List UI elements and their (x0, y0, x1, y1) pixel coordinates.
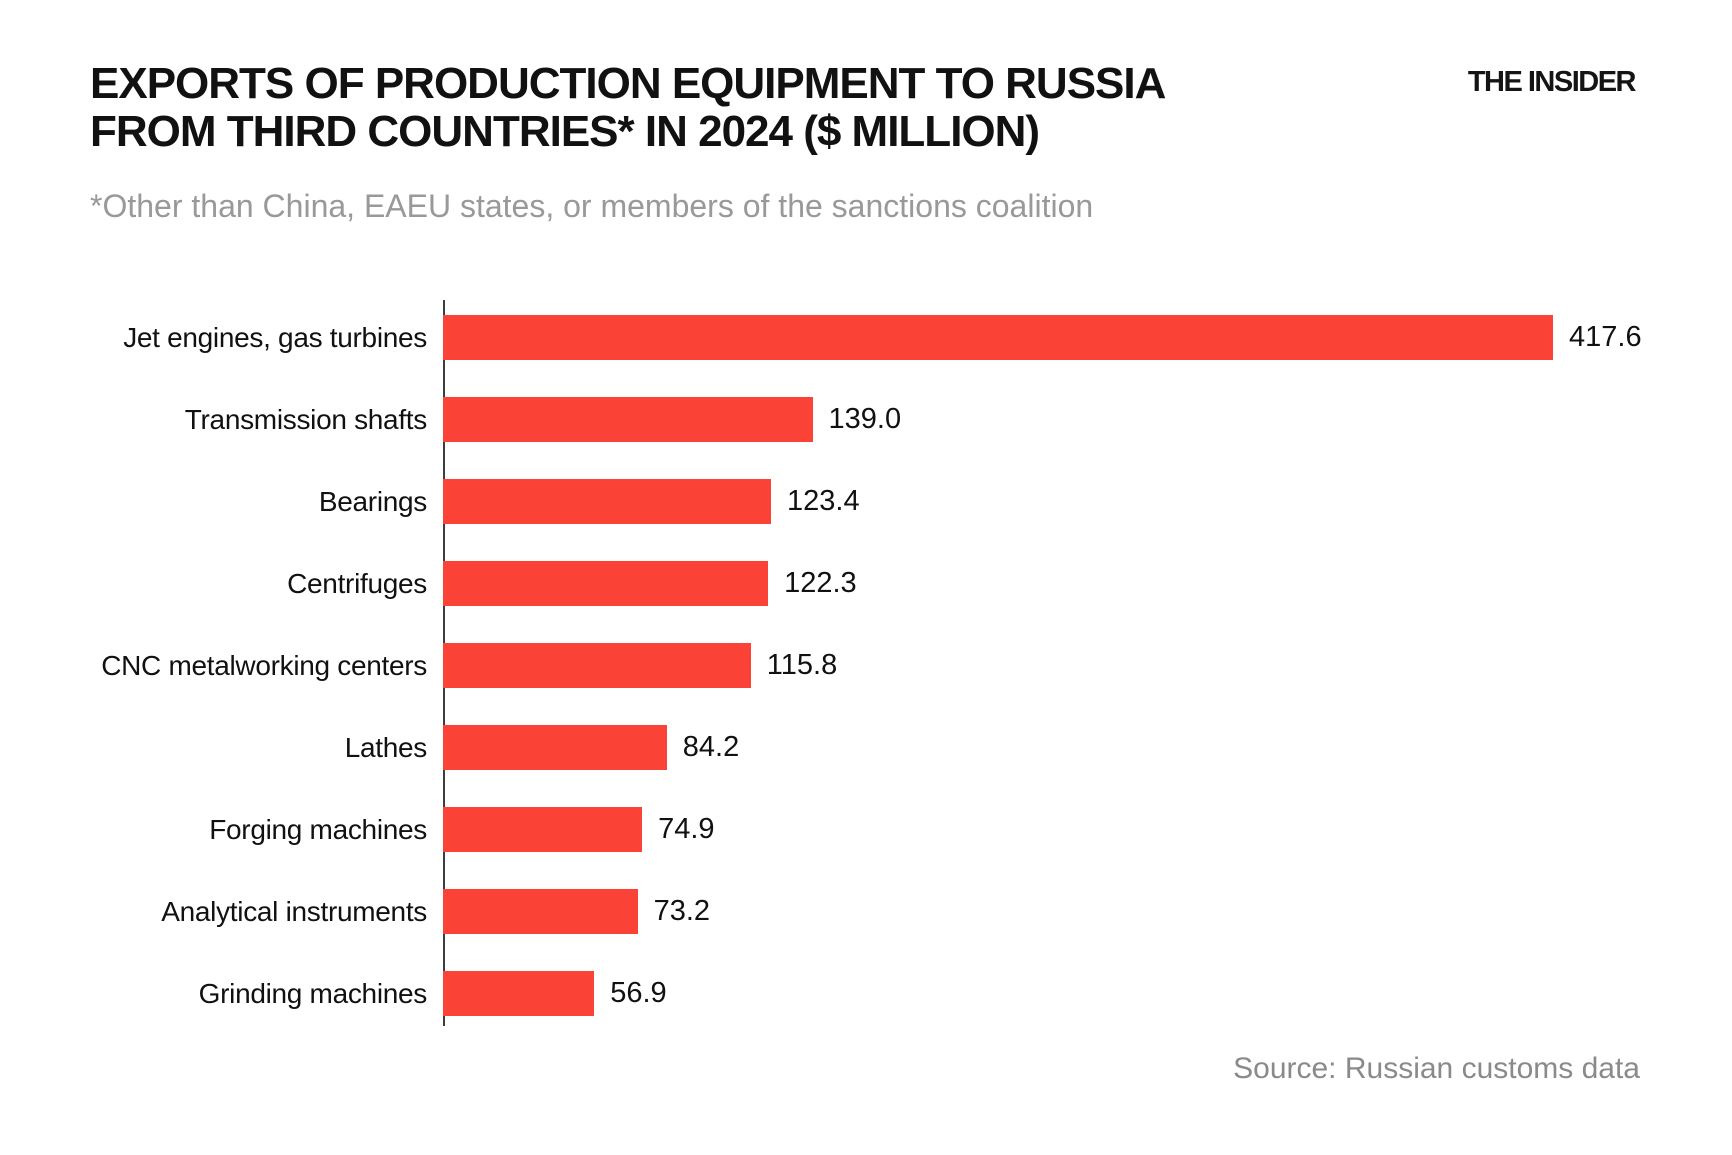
category-label: Jet engines, gas turbines (123, 321, 427, 353)
category-label: CNC metalworking centers (101, 649, 427, 681)
chart-title-line-1: EXPORTS OF PRODUCTION EQUIPMENT TO RUSSI… (90, 59, 1166, 108)
chart-subtitle: *Other than China, EAEU states, or membe… (90, 188, 1094, 224)
bar (443, 725, 667, 770)
bar (443, 971, 595, 1016)
bar (443, 479, 771, 524)
chart-row: CNC metalworking centers 115.8 (90, 643, 1670, 688)
bar (443, 397, 813, 442)
bar-rows: Jet engines, gas turbines 417.6 Transmis… (90, 315, 1670, 1016)
value-label: 56.9 (610, 977, 667, 1009)
bar-cell: 74.9 (443, 807, 715, 852)
bar-cell: 73.2 (443, 889, 710, 934)
bar-cell: 122.3 (443, 561, 857, 606)
source-note: Source: Russian customs data (1233, 1052, 1640, 1085)
chart-row: Grinding machines 56.9 (90, 971, 1670, 1016)
bar-cell: 139.0 (443, 397, 901, 442)
category-label: Grinding machines (198, 977, 428, 1009)
bar (443, 315, 1553, 360)
value-label: 139.0 (828, 403, 902, 435)
category-label: Forging machines (209, 813, 427, 845)
value-label: 417.6 (1569, 321, 1642, 353)
bar-cell: 417.6 (443, 315, 1642, 360)
value-label: 123.4 (787, 485, 860, 517)
chart-row: Jet engines, gas turbines 417.6 (90, 315, 1670, 360)
category-label: Lathes (344, 731, 428, 763)
category-label: Transmission shafts (184, 403, 428, 435)
chart-row: Centrifuges 122.3 (90, 561, 1670, 606)
value-label: 122.3 (784, 567, 857, 599)
bar-cell: 123.4 (443, 479, 860, 524)
bar (443, 807, 643, 852)
bar-chart: Jet engines, gas turbines 417.6 Transmis… (90, 300, 1670, 1026)
category-label: Centrifuges (287, 567, 427, 599)
chart-row: Bearings 123.4 (90, 479, 1670, 524)
chart-row: Transmission shafts 139.0 (90, 397, 1670, 442)
chart-title-line-2: FROM THIRD COUNTRIES* IN 2024 ($ MILLION… (90, 107, 1040, 156)
chart-row: Forging machines 74.9 (90, 807, 1670, 852)
value-label: 84.2 (682, 731, 740, 763)
category-label: Bearings (318, 485, 427, 517)
brand-logo: THE INSIDER (1467, 66, 1637, 98)
bar-cell: 84.2 (443, 725, 739, 770)
value-label: 74.9 (658, 813, 715, 845)
bar (443, 561, 769, 606)
value-label: 115.8 (766, 649, 838, 681)
value-label: 73.2 (653, 895, 711, 927)
bar-cell: 115.8 (443, 643, 837, 688)
category-label: Analytical instruments (161, 895, 427, 927)
bar-cell: 56.9 (443, 971, 667, 1016)
chart-title: EXPORTS OF PRODUCTION EQUIPMENT TO RUSSI… (90, 60, 1390, 156)
bar (443, 643, 751, 688)
chart-row: Analytical instruments 73.2 (90, 889, 1670, 934)
bar (443, 889, 638, 934)
chart-row: Lathes 84.2 (90, 725, 1670, 770)
